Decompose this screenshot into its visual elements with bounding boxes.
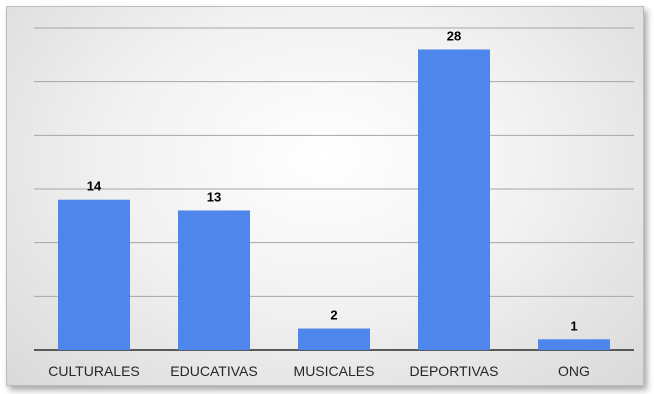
category-label-ong: ONG xyxy=(558,363,590,379)
bars xyxy=(58,49,610,350)
category-label-musicales: MUSICALES xyxy=(294,363,375,379)
bar-culturales xyxy=(58,199,130,350)
data-label-deportivas: 28 xyxy=(447,28,461,43)
data-label-musicales: 2 xyxy=(330,308,337,323)
category-label-deportivas: DEPORTIVAS xyxy=(410,363,499,379)
category-axis-labels: CULTURALES EDUCATIVAS MUSICALES DEPORTIVAS O… xyxy=(48,363,590,379)
bar-deportivas xyxy=(418,49,490,350)
category-label-culturales: CULTURALES xyxy=(48,363,140,379)
data-label-ong: 1 xyxy=(570,318,577,333)
bar-musicales xyxy=(298,328,370,350)
category-label-educativas: EDUCATIVAS xyxy=(170,363,257,379)
data-label-educativas: 13 xyxy=(207,189,221,204)
bar-educativas xyxy=(178,210,250,350)
data-labels: 14 13 2 28 1 xyxy=(87,28,578,333)
chart-container: 14 13 2 28 1 CULTURALES EDUCATIVAS MUSICALES DE… xyxy=(6,6,644,386)
data-label-culturales: 14 xyxy=(87,179,102,194)
bar-ong xyxy=(538,339,610,350)
bar-chart: 14 13 2 28 1 CULTURALES EDUCATIVAS MUSICALES DE… xyxy=(34,27,634,379)
